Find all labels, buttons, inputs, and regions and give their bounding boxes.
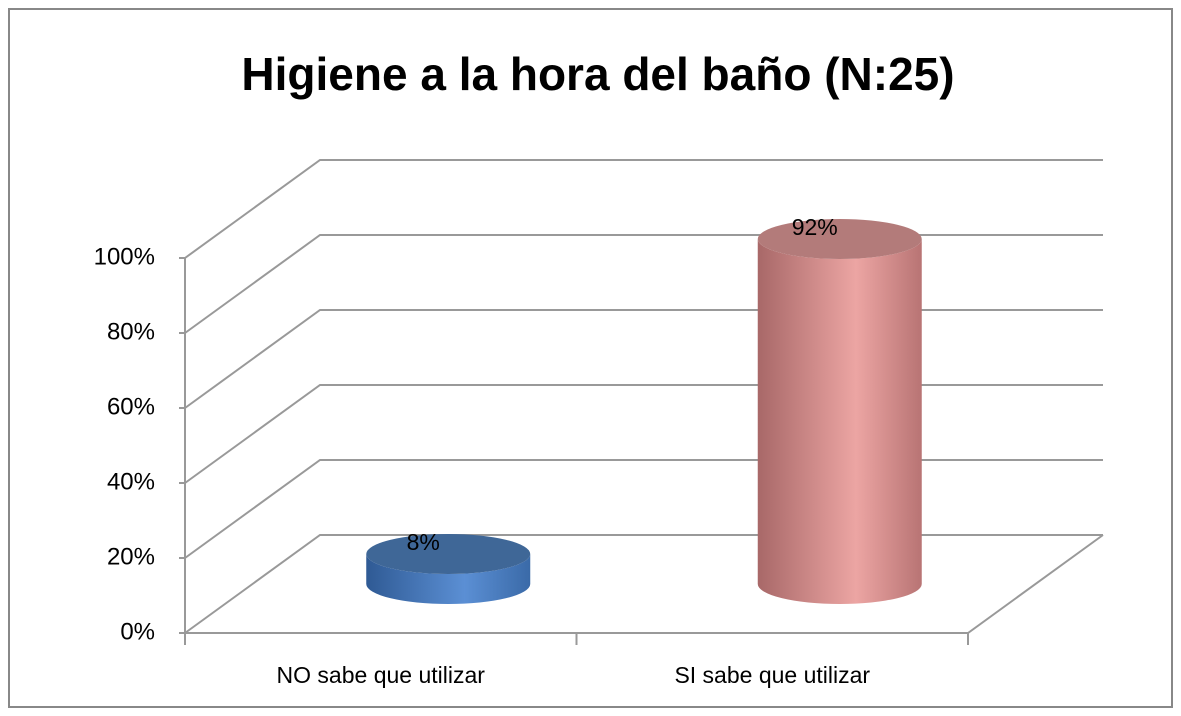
y-tick-label: 40% (107, 468, 155, 495)
y-tick-label: 0% (120, 618, 155, 645)
chart-title: Higiene a la hora del baño (N:25) (241, 48, 954, 100)
value-label: 92% (792, 214, 838, 240)
x-tick-label: SI sabe que utilizar (674, 662, 870, 688)
grid-line (184, 159, 1103, 259)
y-tick-label: 100% (94, 243, 155, 270)
cylinder (757, 239, 922, 604)
cylinder (366, 554, 531, 604)
y-tick-label: 20% (107, 543, 155, 570)
value-label: 8% (407, 529, 440, 555)
cylinder-top (757, 219, 922, 259)
cylinder-top (366, 534, 531, 574)
y-tick-label: 60% (107, 393, 155, 420)
y-tick-label: 80% (107, 318, 155, 345)
x-tick-label: NO sabe que utilizar (277, 662, 486, 688)
chart-frame (8, 8, 1173, 708)
